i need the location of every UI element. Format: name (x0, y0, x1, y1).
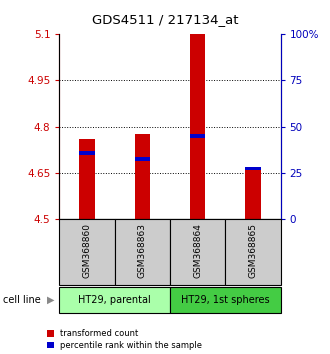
Text: GSM368865: GSM368865 (248, 223, 257, 278)
Bar (170, 287, 280, 313)
Bar (59, 287, 170, 313)
Text: ▶: ▶ (48, 295, 55, 305)
Bar (135, 157, 150, 161)
Text: GSM368864: GSM368864 (193, 223, 202, 278)
Text: GSM368863: GSM368863 (138, 223, 147, 278)
Bar (190, 34, 205, 219)
Bar (190, 134, 205, 138)
Bar (170, 219, 225, 285)
Text: cell line: cell line (3, 295, 41, 305)
Bar (225, 219, 280, 285)
Bar (115, 219, 170, 285)
Bar (135, 134, 150, 219)
Text: GSM368860: GSM368860 (82, 223, 91, 278)
Bar (79, 151, 95, 155)
Bar (245, 166, 261, 170)
Bar (245, 170, 261, 219)
Text: GDS4511 / 217134_at: GDS4511 / 217134_at (92, 13, 238, 27)
Text: HT29, parental: HT29, parental (78, 295, 151, 305)
Bar (79, 139, 95, 219)
Legend: transformed count, percentile rank within the sample: transformed count, percentile rank withi… (47, 329, 202, 350)
Text: HT29, 1st spheres: HT29, 1st spheres (181, 295, 270, 305)
Bar (59, 219, 115, 285)
